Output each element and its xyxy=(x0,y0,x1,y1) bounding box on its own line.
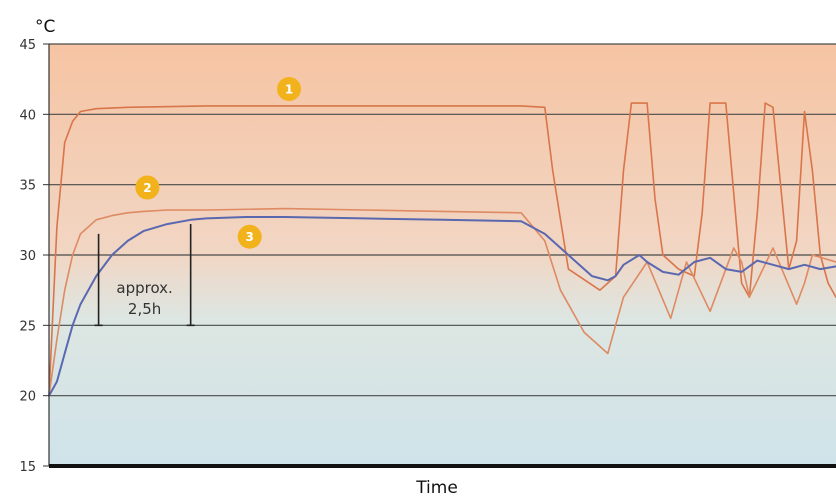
series-2-line xyxy=(48,207,836,397)
y-tick-label: 40 xyxy=(19,108,36,123)
series-3-badge-label: 3 xyxy=(246,230,254,244)
series-3-line xyxy=(48,216,836,397)
annotation-layer: approx. 2,5h xyxy=(94,224,195,327)
y-tick-label: 45 xyxy=(19,38,36,53)
series-layer xyxy=(48,102,836,397)
grid xyxy=(49,43,836,397)
series-1-line xyxy=(48,102,836,397)
x-axis-label: Time xyxy=(415,478,458,498)
annotation-text-line2: 2,5h xyxy=(128,300,161,318)
series-1-badge xyxy=(277,77,302,102)
y-tick-label: 30 xyxy=(19,249,36,264)
series-2-badge xyxy=(135,175,160,200)
y-unit-label: °C xyxy=(35,17,55,37)
series-2-badge-label: 2 xyxy=(143,181,151,195)
y-tick-label: 35 xyxy=(19,179,36,194)
axes: 15 20 25 30 35 40 45 xyxy=(19,38,836,475)
series-1-badge-label: 1 xyxy=(285,83,293,97)
y-tick-label: 20 xyxy=(19,390,36,405)
badge-layer: 1 2 3 xyxy=(135,77,302,249)
y-tick-label: 25 xyxy=(19,319,36,334)
y-tick-label: 15 xyxy=(19,460,36,475)
series-3-badge xyxy=(237,224,262,249)
annotation-text-line1: approx. xyxy=(116,279,172,297)
